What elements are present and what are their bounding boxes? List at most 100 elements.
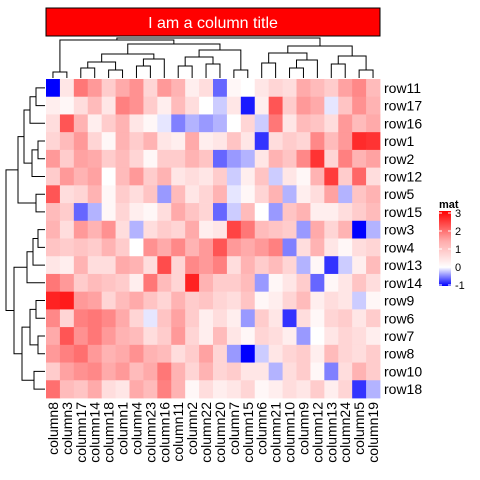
heatmap-cell: [143, 273, 158, 293]
heatmap-cell: [185, 149, 200, 169]
heatmap-cell: [310, 344, 325, 363]
heatmap-cell: [296, 149, 311, 169]
heatmap-cell: [226, 256, 242, 275]
heatmap-cell: [226, 167, 242, 186]
heatmap-cell: [157, 256, 172, 275]
heatmap-cell: [254, 185, 270, 204]
heatmap-cell: [254, 380, 270, 399]
heatmap-cell: [310, 291, 325, 310]
color-legend: mat 3 2 1 0 -1: [439, 199, 465, 292]
heatmap-cell: [338, 309, 353, 328]
heatmap-cell: [226, 79, 242, 98]
heatmap-cell: [268, 220, 283, 239]
heatmap-cell: [282, 362, 297, 381]
heatmap-cell: [46, 256, 61, 275]
heatmap-cell: [157, 203, 172, 222]
heatmap-cell: [268, 79, 283, 98]
heatmap-cell: [59, 220, 75, 239]
heatmap-cell: [366, 344, 381, 363]
heatmap-cell: [101, 327, 116, 346]
heatmap-cell: [324, 203, 339, 222]
dendrogram-branch: [127, 43, 221, 54]
heatmap-cell: [338, 96, 353, 115]
heatmap-cell: [226, 344, 242, 363]
heatmap-cell: [157, 362, 172, 381]
dendrogram-branch: [35, 193, 45, 213]
heatmap-cell: [171, 273, 186, 293]
heatmap-cell: [129, 273, 144, 293]
heatmap-cell: [352, 327, 367, 346]
dendrogram-branch: [177, 65, 193, 78]
heatmap-cell: [87, 132, 103, 151]
heatmap-cell: [296, 309, 311, 328]
heatmap-cell: [115, 96, 130, 115]
heatmap-cell: [240, 79, 256, 98]
heatmap-cell: [338, 114, 353, 133]
heatmap-cell: [87, 344, 103, 363]
heatmap-cell: [254, 256, 270, 275]
heatmap-cell: [296, 362, 311, 381]
heatmap-cell: [310, 238, 325, 257]
heatmap-cell: [324, 132, 339, 151]
dendrogram-branch: [5, 169, 18, 311]
heatmap-cell: [59, 362, 75, 381]
heatmap-cell: [59, 273, 75, 293]
heatmap-cell: [73, 167, 89, 186]
heatmap-cell: [143, 309, 158, 328]
heatmap-cell: [115, 238, 130, 257]
legend-title: mat: [439, 199, 459, 211]
heatmap-cell: [226, 132, 242, 151]
heatmap-cell: [46, 291, 61, 310]
dendrogram-branch: [52, 71, 68, 78]
heatmap-cell: [59, 114, 75, 133]
heatmap-cell: [171, 344, 186, 363]
heatmap-cell: [143, 344, 158, 363]
heatmap-cell: [143, 203, 158, 222]
heatmap-cell: [213, 185, 228, 204]
heatmap-cell: [115, 327, 130, 346]
heatmap-cell: [226, 380, 242, 399]
heatmap-cell: [254, 273, 270, 293]
heatmap-cell: [73, 380, 89, 399]
heatmap-cell: [73, 149, 89, 169]
heatmap-cell: [324, 185, 339, 204]
heatmap-cell: [87, 149, 103, 169]
heatmap-cell: [199, 256, 214, 275]
row-label: row2: [384, 151, 415, 167]
heatmap-cell: [185, 220, 200, 239]
dendrogram-branch: [116, 37, 321, 46]
heatmap-cell: [101, 132, 116, 151]
heatmap-cell: [73, 344, 89, 363]
column-label: column23: [142, 402, 158, 463]
heatmap-cell: [73, 203, 89, 222]
heatmap-cell: [171, 256, 186, 275]
heatmap-cell: [240, 96, 256, 115]
heatmap-cell: [213, 220, 228, 239]
heatmap-cell: [296, 132, 311, 151]
heatmap-cell: [46, 362, 61, 381]
dendrogram-branch: [358, 69, 374, 78]
heatmap-cell: [157, 79, 172, 98]
heatmap-cell: [143, 96, 158, 115]
heatmap-cell: [282, 238, 297, 257]
heatmap-cell: [171, 327, 186, 346]
heatmap-cell: [310, 380, 325, 399]
heatmap-cell: [282, 256, 297, 275]
heatmap-cell: [171, 96, 186, 115]
heatmap-cell: [240, 132, 256, 151]
heatmap-cell: [240, 344, 256, 363]
heatmap-cell: [296, 256, 311, 275]
dendrogram-branch: [135, 65, 151, 78]
dendrogram-branch: [29, 308, 38, 346]
heatmap-cell: [73, 362, 89, 381]
heatmap-cell: [296, 220, 311, 239]
heatmap-cell: [129, 220, 144, 239]
row-label: row15: [384, 204, 422, 220]
dendrogram-branch: [59, 39, 175, 72]
heatmap-cell: [226, 327, 242, 346]
heatmap-cell: [213, 132, 228, 151]
heatmap-cell: [129, 380, 144, 399]
heatmap-cell: [338, 362, 353, 381]
heatmap-cell: [115, 220, 130, 239]
heatmap-cell: [143, 238, 158, 257]
